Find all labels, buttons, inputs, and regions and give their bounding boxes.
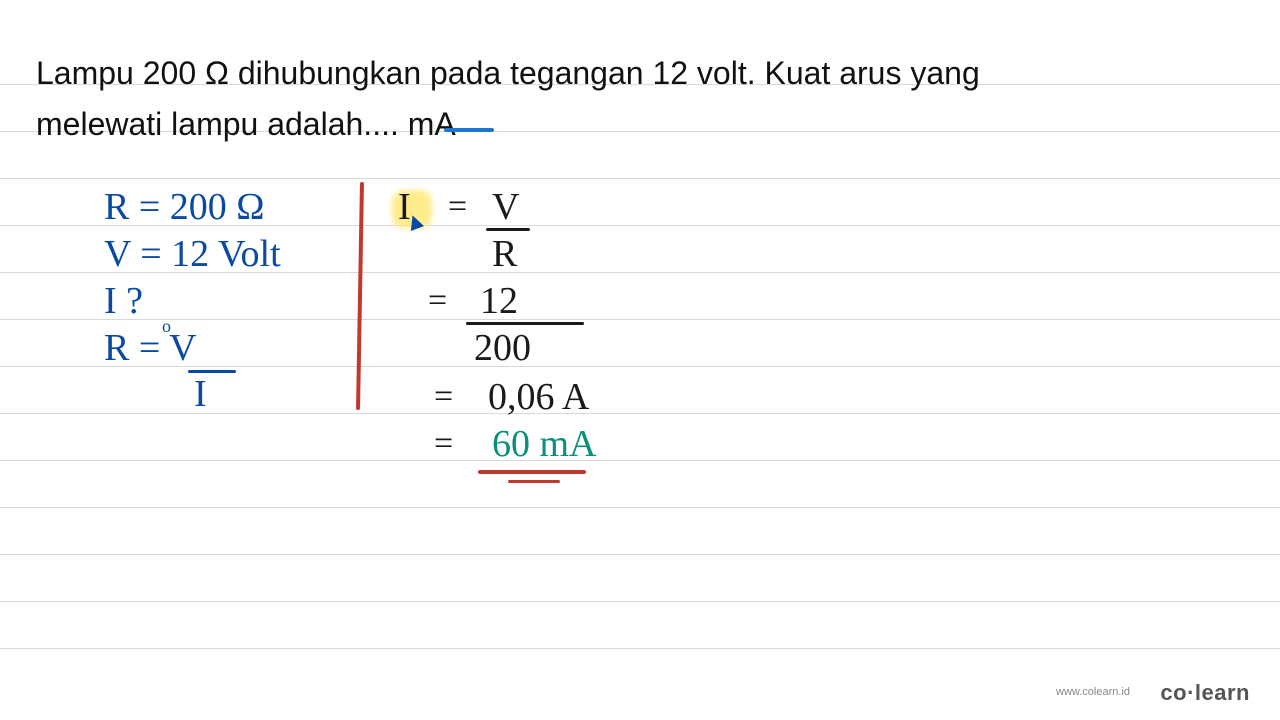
step2-eq: = — [428, 282, 447, 320]
answer-underline-2 — [508, 480, 560, 483]
vertical-separator — [356, 182, 364, 410]
frac-bar-step2 — [466, 322, 584, 325]
given-I-unknown: I ? — [104, 279, 143, 323]
step4-eq: = — [434, 425, 453, 463]
frac-bar-step1 — [486, 228, 530, 231]
step1-I: I — [398, 185, 411, 229]
step3-eq: = — [434, 378, 453, 416]
given-formula-R: R = V — [104, 326, 197, 370]
answer-underline-1 — [478, 470, 586, 474]
given-formula-R-denom: I — [194, 372, 207, 416]
step4-val: 60 mA — [492, 422, 597, 466]
ma-underline — [444, 128, 494, 132]
brand-url: www.colearn.id — [1056, 686, 1130, 698]
question-text: Lampu 200 Ω dihubungkan pada tegangan 12… — [36, 48, 1136, 150]
brand-logo: co·learn — [1160, 680, 1250, 706]
question-line-1: Lampu 200 Ω dihubungkan pada tegangan 12… — [36, 55, 980, 91]
given-R: R = 200 Ω — [104, 185, 265, 229]
step2-200: 200 — [474, 326, 531, 370]
step1-R: R — [492, 232, 517, 276]
given-V: V = 12 Volt — [104, 232, 281, 276]
step2-12: 12 — [480, 279, 518, 323]
step3-val: 0,06 A — [488, 375, 589, 419]
step1-eq: = — [448, 188, 467, 226]
question-line-2: melewati lampu adalah.... mA — [36, 106, 456, 142]
step1-V: V — [492, 185, 519, 229]
